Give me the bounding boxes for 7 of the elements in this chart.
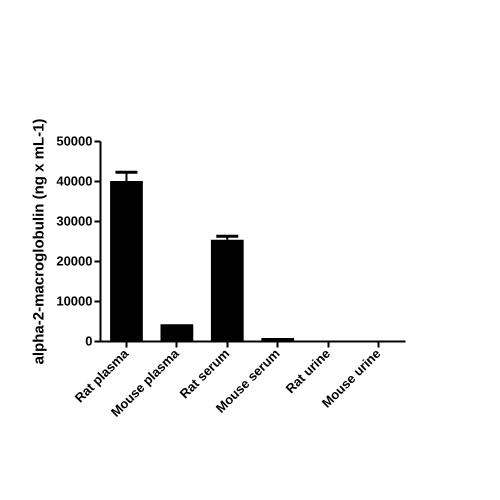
- y-tick-label: 50000: [56, 134, 92, 148]
- y-tick-label: 20000: [56, 254, 92, 268]
- y-axis-title: alpha-2-macroglobulin (ng x mL-1): [30, 118, 48, 364]
- y-tick-label: 30000: [56, 214, 92, 228]
- y-tick-label: 10000: [56, 294, 92, 308]
- y-tick-label: 0: [85, 334, 92, 348]
- y-tick-label: 40000: [56, 174, 92, 188]
